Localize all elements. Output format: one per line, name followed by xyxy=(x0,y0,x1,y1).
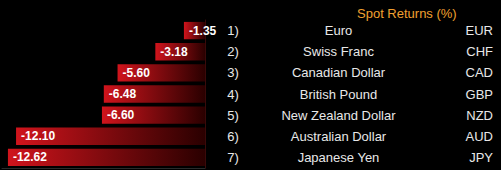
svg-text:British Pound: British Pound xyxy=(300,87,377,102)
svg-text:AUD: AUD xyxy=(466,129,493,144)
svg-text:CHF: CHF xyxy=(466,44,493,59)
svg-text:Canadian Dollar: Canadian Dollar xyxy=(292,65,386,80)
svg-text:-12.62: -12.62 xyxy=(13,150,47,164)
svg-text:4): 4) xyxy=(227,87,239,102)
svg-text:-6.60: -6.60 xyxy=(107,108,135,122)
svg-text:-5.60: -5.60 xyxy=(123,66,151,80)
svg-text:5): 5) xyxy=(227,108,239,123)
svg-text:-6.48: -6.48 xyxy=(109,87,137,101)
svg-text:3): 3) xyxy=(227,65,239,80)
svg-text:-1.35: -1.35 xyxy=(189,24,217,38)
svg-text:EUR: EUR xyxy=(466,23,493,38)
svg-text:JPY: JPY xyxy=(469,150,493,165)
svg-text:2): 2) xyxy=(227,44,239,59)
svg-text:New Zealand Dollar: New Zealand Dollar xyxy=(281,108,396,123)
svg-text:Swiss Franc: Swiss Franc xyxy=(303,44,374,59)
svg-text:CAD: CAD xyxy=(466,65,493,80)
svg-text:-3.18: -3.18 xyxy=(160,45,188,59)
svg-text:Japanese Yen: Japanese Yen xyxy=(298,150,380,165)
svg-text:7): 7) xyxy=(227,150,239,165)
svg-text:Euro: Euro xyxy=(325,23,352,38)
svg-text:NZD: NZD xyxy=(466,108,493,123)
svg-text:6): 6) xyxy=(227,129,239,144)
svg-text:1): 1) xyxy=(227,23,239,38)
svg-text:Spot Returns (%): Spot Returns (%) xyxy=(357,6,457,21)
svg-text:-12.10: -12.10 xyxy=(21,129,55,143)
svg-text:GBP: GBP xyxy=(466,87,493,102)
svg-text:Australian Dollar: Australian Dollar xyxy=(291,129,387,144)
